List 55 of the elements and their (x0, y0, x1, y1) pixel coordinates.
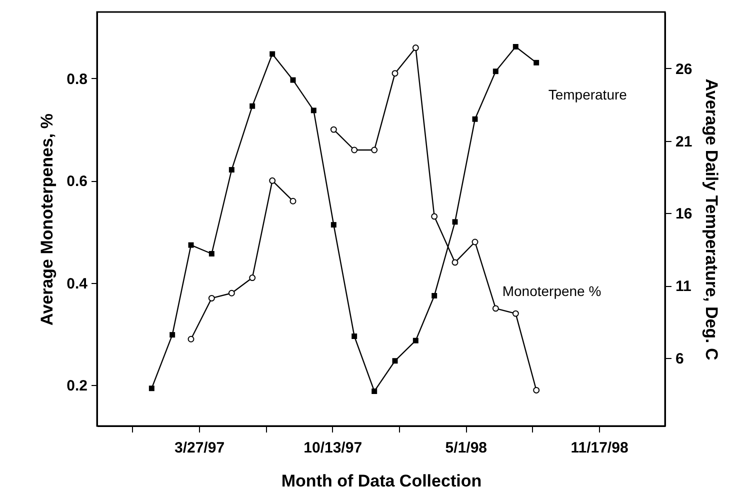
point (310, 108, 316, 114)
point (392, 358, 398, 364)
y-tick-label: 0.2 (66, 378, 88, 395)
point (290, 77, 296, 83)
point (512, 310, 519, 317)
series-label: Temperature (548, 86, 628, 103)
x-tick-label: 5/1/98 (445, 440, 488, 456)
x-tick-label: 11/17/98 (570, 440, 628, 456)
point (269, 177, 276, 184)
y-tick-label: 0.8 (66, 70, 88, 88)
point (250, 103, 256, 109)
x-axis-title: Month of Data Collection (281, 472, 482, 490)
point (392, 70, 398, 77)
point (188, 336, 194, 342)
y2-tick-label: 6 (676, 350, 684, 368)
y-axis-title: Average Monoterpenes, % (38, 114, 57, 326)
point (330, 222, 336, 228)
point (330, 126, 337, 133)
x-tick-label: 3/27/97 (174, 440, 225, 456)
point (249, 274, 256, 282)
point (371, 146, 378, 154)
point (352, 334, 358, 339)
point (170, 332, 176, 338)
point (533, 386, 540, 394)
point (452, 259, 458, 266)
point (472, 238, 478, 246)
point (431, 213, 438, 220)
point (188, 242, 194, 248)
y2-axis-title: Average Daily Temperature, Deg. C (702, 78, 722, 360)
y-tick-label: 0.6 (66, 173, 88, 190)
point (208, 294, 215, 302)
point (452, 219, 458, 225)
point (208, 251, 214, 256)
point (228, 167, 234, 173)
point (534, 60, 540, 66)
point (228, 290, 235, 296)
point (290, 198, 296, 204)
point (492, 305, 499, 312)
point (372, 388, 378, 394)
point (432, 292, 438, 298)
y2-tick-label: 21 (676, 133, 692, 150)
point (472, 116, 478, 122)
point (148, 386, 154, 392)
point (270, 51, 276, 57)
series-label: Monoterpene % (502, 283, 602, 300)
point (412, 338, 418, 344)
point (412, 44, 419, 52)
y-tick-label: 0.4 (66, 275, 88, 292)
y2-tick-label: 16 (676, 206, 692, 223)
point (512, 44, 518, 50)
y2-tick-label: 26 (676, 60, 692, 78)
point (351, 146, 358, 154)
y2-tick-label: 11 (676, 278, 692, 296)
point (492, 68, 498, 74)
x-tick-label: 10/13/97 (304, 440, 362, 456)
